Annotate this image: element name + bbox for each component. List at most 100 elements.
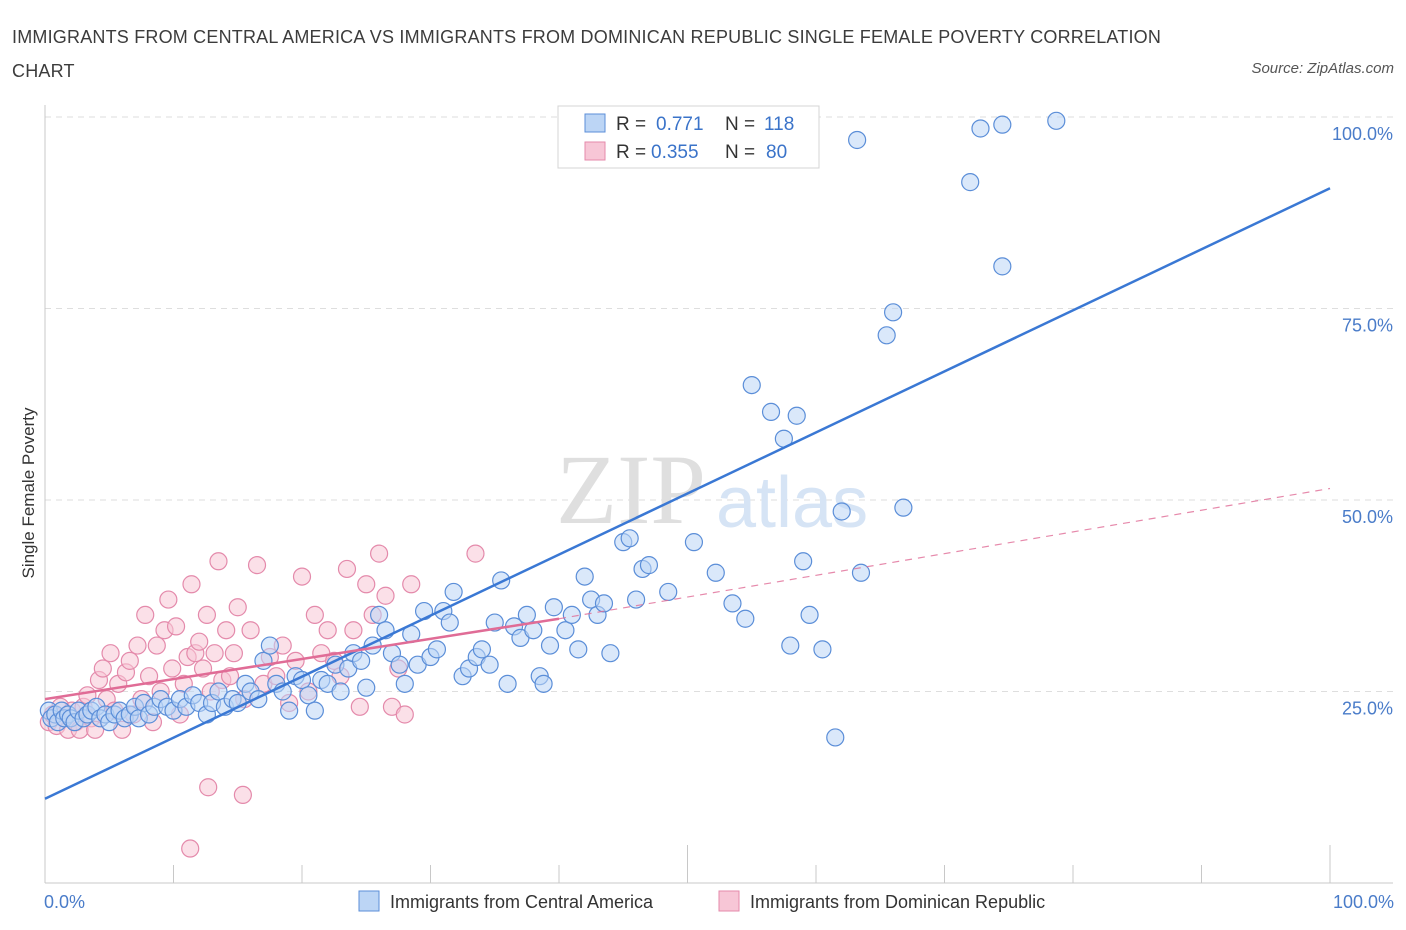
central-america-point-124 (971, 119, 990, 138)
dominican-republic-point-75 (395, 705, 414, 724)
dominican-republic-point-78 (181, 839, 200, 858)
trend-lines (44, 187, 1331, 800)
dominican-republic-point-14 (93, 659, 112, 678)
stats-n-value-1: 118 (764, 114, 794, 135)
central-america-point-122 (961, 173, 980, 192)
central-america-point-58 (357, 678, 376, 697)
central-america-point-83 (517, 605, 536, 625)
central-america-point-99 (626, 590, 646, 609)
central-america-point-87 (540, 636, 560, 655)
dominican-republic-point-31 (159, 590, 178, 609)
central-america-point-77 (480, 655, 499, 674)
stats-r-value-2: 0.355 (651, 142, 699, 163)
central-america-point-76 (472, 640, 491, 659)
central-america-point-108 (761, 402, 781, 422)
central-america-point-69 (427, 640, 447, 659)
stats-n-label-1: N = (725, 114, 755, 135)
central-america-point-123 (993, 257, 1012, 276)
central-america-point-115 (826, 728, 845, 747)
central-america-point-80 (498, 674, 517, 693)
y-tick-label-100: 100.0% (1332, 124, 1393, 144)
central-america-point-126 (1047, 111, 1066, 130)
trend-line-dominican-republic (44, 617, 560, 701)
dominican-republic-point-39 (190, 632, 209, 651)
dominican-republic-point-43 (205, 644, 224, 663)
central-america-point-86 (534, 674, 553, 693)
stats-n-value-2: 80 (766, 142, 787, 163)
bottom-legend: Immigrants from Central America Immigran… (358, 890, 1045, 912)
central-america-point-35 (209, 682, 228, 701)
central-america-point-110 (781, 636, 800, 655)
trend-line-dominican-republic-extension (558, 487, 1331, 620)
x-tick-label-min: 0.0% (44, 892, 85, 912)
central-america-point-46 (280, 701, 299, 720)
dominican-republic-point-16 (101, 644, 120, 663)
dominican-republic-point-67 (344, 621, 363, 640)
dominican-republic-point-41 (197, 605, 217, 625)
central-america-point-120 (883, 303, 903, 322)
central-america-point-102 (659, 582, 678, 602)
central-america-point-98 (620, 529, 639, 548)
legend-swatch-dominican-republic (718, 890, 740, 912)
central-america-point-71 (440, 613, 459, 632)
central-america-point-119 (877, 326, 896, 345)
dominican-republic-point-44 (209, 552, 228, 571)
dominican-republic-point-48 (224, 644, 243, 663)
watermark-zip: ZIP (556, 434, 706, 545)
dominican-republic-point-76 (402, 575, 421, 594)
y-tick-label-25: 25.0% (1342, 699, 1393, 719)
central-america-point-101 (639, 556, 659, 575)
dominican-republic-point-46 (217, 621, 236, 640)
y-tick-label-75: 75.0% (1342, 316, 1393, 336)
central-america-point-57 (352, 651, 371, 670)
central-america-point-103 (684, 533, 704, 552)
central-america-point-89 (556, 621, 575, 640)
central-america-point-54 (331, 682, 350, 701)
central-america-point-111 (787, 406, 806, 425)
dominican-republic-point-52 (247, 556, 267, 575)
dominican-republic-point-37 (182, 575, 201, 594)
dominican-republic-point-33 (166, 617, 186, 636)
central-america-point-90 (562, 605, 581, 625)
dominican-republic-point-23 (128, 636, 147, 655)
central-america-point-50 (305, 701, 324, 720)
grid-lines (45, 116, 1393, 692)
central-america-point-96 (601, 644, 620, 663)
central-america-point-104 (706, 563, 725, 582)
axes (44, 105, 1393, 884)
central-america-point-60 (370, 605, 389, 625)
stats-r-label-2: R = (616, 142, 646, 163)
trend-line-central-america (44, 187, 1331, 800)
dominican-republic-point-26 (139, 667, 159, 686)
dominican-republic-point-32 (163, 659, 182, 678)
central-america-point-105 (723, 594, 742, 613)
stats-n-label-2: N = (725, 142, 755, 163)
central-america-point-92 (575, 567, 594, 586)
y-tick-label-50: 50.0% (1342, 507, 1393, 527)
dominican-republic-point-51 (241, 621, 260, 640)
dominican-republic-point-49 (228, 598, 247, 617)
central-america-point-95 (594, 594, 614, 613)
central-america-point-116 (832, 502, 851, 521)
legend-label-dominican-republic: Immigrants from Dominican Republic (750, 892, 1045, 912)
stats-r-value-1: 0.771 (656, 114, 704, 135)
stats-swatch-pink (584, 141, 606, 161)
legend-swatch-central-america (358, 890, 380, 912)
stats-r-label-1: R = (616, 114, 646, 135)
source-label: Source: ZipAtlas.com (1251, 60, 1394, 77)
dominican-republic-point-79 (199, 778, 218, 797)
central-america-point-112 (794, 552, 813, 571)
dominican-republic-point-66 (337, 559, 357, 579)
central-america-point-113 (800, 605, 819, 625)
central-america-point-91 (569, 640, 588, 659)
central-america-point-121 (894, 498, 913, 517)
dominican-republic-point-69 (357, 575, 376, 594)
central-america-point-88 (544, 598, 563, 617)
dominican-republic-point-61 (305, 605, 324, 625)
dominican-republic-point-25 (136, 605, 155, 625)
y-tick-labels: 25.0% 50.0% 75.0% 100.0% (1332, 124, 1393, 719)
central-america-point-107 (742, 376, 761, 395)
central-america-point-106 (736, 609, 755, 628)
dominican-republic-point-28 (147, 636, 166, 655)
